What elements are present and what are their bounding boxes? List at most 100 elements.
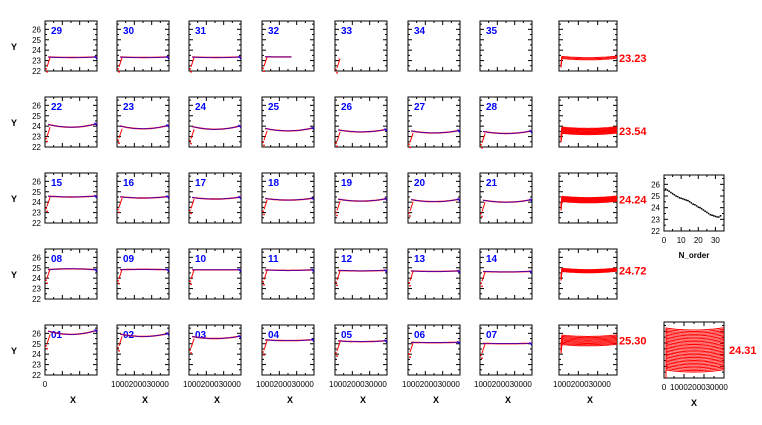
order-mean-point [670, 192, 672, 194]
order-mean-ytick-label: 22 [651, 227, 660, 236]
order-mean-point [704, 210, 706, 212]
order-data-rise [47, 57, 50, 66]
order-data-point [190, 352, 192, 354]
order-number-label: 14 [486, 254, 498, 265]
order-data-point [263, 144, 265, 146]
order-number-label: 21 [486, 178, 498, 189]
order-data-point [117, 68, 119, 70]
order-data-rise [191, 339, 194, 348]
order-data-rise [191, 57, 194, 66]
order-mean-point [677, 196, 679, 198]
order-mean-xtick-label: 0 [662, 236, 667, 245]
order-data-rise [119, 336, 122, 345]
order-data-point [409, 215, 411, 217]
order-mean-xtick-label: 30 [711, 236, 720, 245]
order-mean-point [706, 211, 708, 213]
order-data-point [481, 147, 483, 149]
order-data-point [118, 142, 120, 144]
order-data-point [409, 356, 411, 358]
order-number-label: 23 [123, 102, 135, 113]
order-data-point [262, 67, 264, 69]
y-tick-label: 25 [32, 36, 41, 45]
order-data-rise [191, 129, 194, 138]
overlay-panel-4-frame [559, 325, 617, 375]
order-mean-point [682, 198, 684, 200]
order-data-point [335, 212, 337, 214]
order-mean-point [697, 206, 699, 208]
order-number-label: 12 [341, 254, 353, 265]
order-data-point [118, 71, 120, 73]
x-tick-label: 1000200030000 [111, 380, 169, 389]
x-axis-label: X [214, 395, 220, 405]
combined-xtick-label: 1000200030000 [670, 383, 728, 392]
order-data-point [46, 210, 48, 212]
order-data-point [45, 207, 47, 209]
order-mean-point [667, 189, 669, 191]
y-tick-label: 26 [32, 253, 41, 262]
order-mean-point [691, 202, 693, 204]
y-tick-label: 24 [32, 198, 41, 207]
order-data-rise [410, 133, 413, 142]
combined-line [666, 368, 724, 378]
order-mean-xtick-label: 10 [677, 236, 686, 245]
order-mean-point [679, 197, 681, 199]
x-tick-label: 1000200030000 [553, 380, 611, 389]
y-tick-label: 23 [32, 209, 41, 218]
order-data-point [262, 281, 264, 283]
order-mean-point [685, 199, 687, 201]
order-data-rise [119, 198, 122, 207]
overlay-line [561, 201, 617, 210]
order-data-rise [47, 334, 50, 343]
order-data-point [263, 70, 265, 72]
y-tick-label: 22 [32, 371, 41, 380]
order-number-label: 11 [268, 254, 279, 265]
order-data-point [481, 216, 483, 218]
order-data-rise [119, 269, 122, 278]
order-data-point [263, 284, 265, 286]
y-tick-label: 26 [32, 329, 41, 338]
order-data-point [189, 140, 191, 142]
x-axis-label: X [587, 395, 593, 405]
order-mean-ytick-label: 23 [651, 215, 660, 224]
order-data-point [262, 211, 264, 213]
order-data-point [189, 68, 191, 70]
order-number-label: 18 [268, 178, 280, 189]
order-data-rise [47, 197, 50, 206]
order-mean-point [689, 201, 691, 203]
order-data-rise [119, 57, 122, 66]
y-tick-label: 22 [32, 295, 41, 304]
y-tick-label: 23 [32, 57, 41, 66]
order-data-point [480, 144, 482, 146]
order-number-label: 27 [414, 102, 426, 113]
row-mean-label: 23.54 [619, 126, 647, 138]
order-mean-point [665, 188, 667, 190]
order-data-point [408, 353, 410, 355]
order-data-rise [264, 341, 267, 350]
overlay-line [561, 133, 617, 142]
order-mean-point [675, 195, 677, 197]
order-mean-point [715, 216, 717, 218]
order-data-point [118, 211, 120, 213]
y-tick-label: 24 [32, 274, 41, 283]
order-number-label: 20 [414, 178, 426, 189]
order-data-point [118, 283, 120, 285]
row-mean-label: 24.24 [619, 195, 647, 207]
order-mean-point [696, 205, 698, 207]
order-mean-point [672, 193, 674, 195]
order-data-point [408, 143, 410, 145]
x-tick-label: 1000200030000 [402, 380, 460, 389]
order-mean-xtick-label: 20 [694, 236, 703, 245]
order-number-label: 06 [414, 330, 426, 341]
y-tick-label: 25 [32, 340, 41, 349]
order-data-point [189, 210, 191, 212]
order-data-point [336, 145, 338, 147]
y-axis-label: Y [11, 346, 17, 356]
x-tick-label: 1000200030000 [474, 380, 532, 389]
order-mean-point [701, 208, 703, 210]
order-mean-ytick-label: 24 [651, 204, 660, 213]
order-data-rise [482, 344, 485, 353]
y-tick-label: 25 [32, 264, 41, 273]
order-mean-xlabel: N_order [679, 251, 710, 260]
order-mean-point [716, 216, 718, 218]
order-data-point [263, 214, 265, 216]
